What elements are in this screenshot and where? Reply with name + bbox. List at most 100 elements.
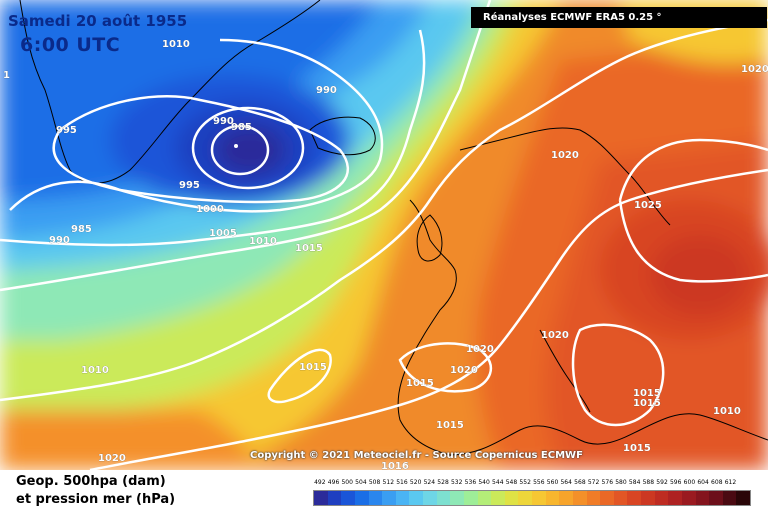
isobar-label: 1020	[98, 453, 126, 464]
color-scale-label: 584	[628, 479, 641, 486]
isobar-label: 1010	[249, 236, 277, 247]
color-scale-label: 572	[587, 479, 600, 486]
color-scale-swatch	[327, 491, 342, 505]
color-scale-swatch	[450, 491, 464, 505]
color-scale-label: 524	[423, 479, 436, 486]
isobar-label: 1010	[162, 39, 190, 50]
color-scale-label: 548	[505, 479, 518, 486]
isobar-label: 1	[3, 70, 10, 81]
isobar-label: 1020	[551, 150, 579, 161]
legend-title-pressure: et pression mer (hPa)	[16, 492, 176, 507]
coastlines	[19, 0, 768, 456]
isobar-label: 1020	[466, 344, 494, 355]
coastline-europe	[397, 199, 768, 456]
color-scale-swatch	[668, 491, 682, 505]
isobar-label: 1015	[633, 388, 661, 399]
color-scale-swatch	[395, 491, 410, 505]
color-scale-swatch	[463, 491, 478, 505]
color-scale-swatch	[600, 491, 614, 505]
color-scale-swatch	[722, 491, 737, 505]
color-scale-label: 540	[478, 479, 490, 486]
color-scale-swatch	[532, 491, 546, 505]
isobar-label: 985	[231, 122, 252, 133]
isobar-1015-iberia	[398, 342, 492, 393]
isobar-label: 1020	[741, 64, 768, 75]
copyright-text: Copyright © 2021 Meteociel.fr - Source C…	[250, 450, 583, 461]
color-scale-label: 588	[642, 479, 655, 486]
color-scale-label: 516	[396, 479, 408, 486]
color-scale-swatch	[545, 491, 560, 505]
isobar-label: 995	[56, 125, 77, 136]
color-scale-swatch	[504, 491, 519, 505]
geopotential-map: 1010 990 995 990 985 995 1000 990 985 10…	[0, 0, 768, 470]
color-scale-label: 492	[314, 479, 326, 486]
color-scale-swatch	[559, 491, 573, 505]
color-scale-label: 504	[355, 479, 367, 486]
color-scale-swatch	[436, 491, 451, 505]
isobars	[0, 0, 768, 470]
color-scale-swatch	[368, 491, 383, 505]
color-scale-label: 600	[683, 479, 696, 486]
color-scale-label: 544	[492, 479, 504, 486]
data-source-label: Réanalyses ECMWF ERA5 0.25 °	[471, 7, 767, 28]
color-scale-swatch	[354, 491, 369, 505]
color-scale-bar	[313, 490, 751, 506]
color-scale-swatch	[695, 491, 710, 505]
color-scale-label: 592	[656, 479, 668, 486]
isobar-label: 990	[49, 235, 70, 246]
isobar-1025	[618, 138, 768, 283]
color-scale-labels: 492 496 500 504 508 512 516 520 524 528 532 536 540 5…	[313, 479, 751, 488]
coastline-scandinavia	[459, 127, 671, 226]
coastline-greenland	[19, 0, 321, 184]
map-date-title: Samedi 20 août 1955	[8, 12, 188, 30]
isobar-label: 1020	[450, 365, 478, 376]
coastline-britain	[416, 214, 443, 262]
coastline-italy	[539, 329, 591, 413]
color-scale-swatch	[477, 491, 492, 505]
map-time-title: 6:00 UTC	[20, 34, 121, 56]
isobar-label: 1015	[295, 243, 323, 254]
color-scale-swatch	[736, 491, 750, 505]
color-scale-label: 596	[669, 479, 682, 486]
isobar-1005	[0, 29, 426, 247]
color-scale-swatch	[681, 491, 696, 505]
isobar-985	[210, 124, 270, 176]
isobar-label: 995	[179, 180, 200, 191]
isobar-label: 1000	[196, 204, 224, 215]
low-center-marker	[234, 144, 238, 148]
color-scale-label: 612	[724, 479, 737, 486]
color-scale-swatch	[572, 491, 587, 505]
color-scale-label: 528	[437, 479, 449, 486]
color-scale-label: 552	[519, 479, 531, 486]
isobar-label: 1015	[299, 362, 327, 373]
color-scale-swatch	[518, 491, 532, 505]
isobar-label-group: 1010 990 995 990 985 995 1000 990 985 10…	[3, 39, 768, 470]
color-scale-swatch	[341, 491, 355, 505]
isobar-1015-atlantic	[267, 348, 332, 404]
color-scale-swatch	[423, 491, 437, 505]
color-scale-label: 604	[697, 479, 709, 486]
isobar-label: 1005	[209, 228, 237, 239]
color-scale-swatch	[382, 491, 396, 505]
color-scale-label: 512	[382, 479, 395, 486]
legend-title-geop: Geop. 500hpa (dam)	[16, 474, 166, 489]
isobar-label: 1015	[633, 398, 661, 409]
isobar-label: 1020	[541, 330, 569, 341]
isobar-label: 990	[213, 116, 234, 127]
color-scale-swatch	[627, 491, 641, 505]
color-scale-swatch	[314, 491, 328, 505]
isobar-label: 1016	[381, 461, 409, 470]
isobar-1010	[0, 0, 492, 292]
coastline-iceland	[309, 116, 376, 156]
color-scale-label: 496	[327, 479, 340, 486]
color-scale-label: 564	[560, 479, 572, 486]
isobar-1015	[0, 18, 768, 402]
color-scale-swatch	[709, 491, 723, 505]
color-scale-label: 500	[341, 479, 353, 486]
color-scale-label: 576	[601, 479, 614, 486]
color-scale-swatch	[654, 491, 669, 505]
isobar-label: 1010	[81, 365, 109, 376]
color-scale-label: 532	[450, 479, 463, 486]
color-scale-label: 560	[546, 479, 559, 486]
